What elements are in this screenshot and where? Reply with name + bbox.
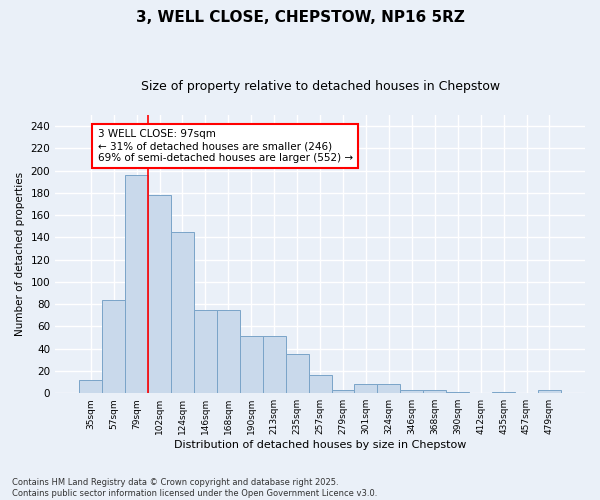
Bar [446,392,469,393]
Bar [332,390,355,393]
Bar [102,300,125,393]
Bar [377,384,400,393]
Bar [308,376,332,393]
Bar [171,232,194,393]
Text: Contains HM Land Registry data © Crown copyright and database right 2025.
Contai: Contains HM Land Registry data © Crown c… [12,478,377,498]
Bar [125,175,148,393]
Bar [492,392,515,393]
Bar [240,336,263,393]
Text: 3 WELL CLOSE: 97sqm
← 31% of detached houses are smaller (246)
69% of semi-detac: 3 WELL CLOSE: 97sqm ← 31% of detached ho… [98,130,353,162]
Bar [148,195,171,393]
X-axis label: Distribution of detached houses by size in Chepstow: Distribution of detached houses by size … [174,440,466,450]
Bar [355,384,377,393]
Bar [400,390,423,393]
Y-axis label: Number of detached properties: Number of detached properties [15,172,25,336]
Bar [423,390,446,393]
Bar [194,310,217,393]
Bar [538,390,561,393]
Bar [217,310,240,393]
Bar [263,336,286,393]
Text: 3, WELL CLOSE, CHEPSTOW, NP16 5RZ: 3, WELL CLOSE, CHEPSTOW, NP16 5RZ [136,10,464,25]
Title: Size of property relative to detached houses in Chepstow: Size of property relative to detached ho… [140,80,500,93]
Bar [79,380,102,393]
Bar [286,354,308,393]
